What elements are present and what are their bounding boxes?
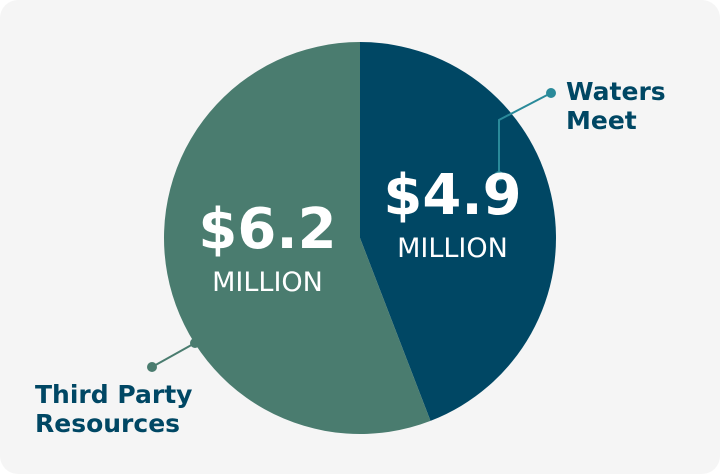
value-unit: MILLION	[397, 232, 508, 264]
value-label: $4.9	[383, 162, 522, 228]
leader-dot	[190, 338, 200, 348]
leader-line	[498, 92, 552, 176]
value-label: $6.2	[198, 197, 337, 263]
leader-dot	[546, 88, 556, 98]
pie-slice	[163, 42, 431, 434]
leader-dot	[494, 171, 504, 181]
leader-dot	[147, 362, 157, 372]
pie-slice	[360, 42, 556, 421]
leader-line	[151, 342, 196, 368]
value-unit: MILLION	[212, 267, 323, 299]
category-label: Third Party Resources	[35, 380, 193, 438]
category-label: Waters Meet	[566, 77, 666, 135]
